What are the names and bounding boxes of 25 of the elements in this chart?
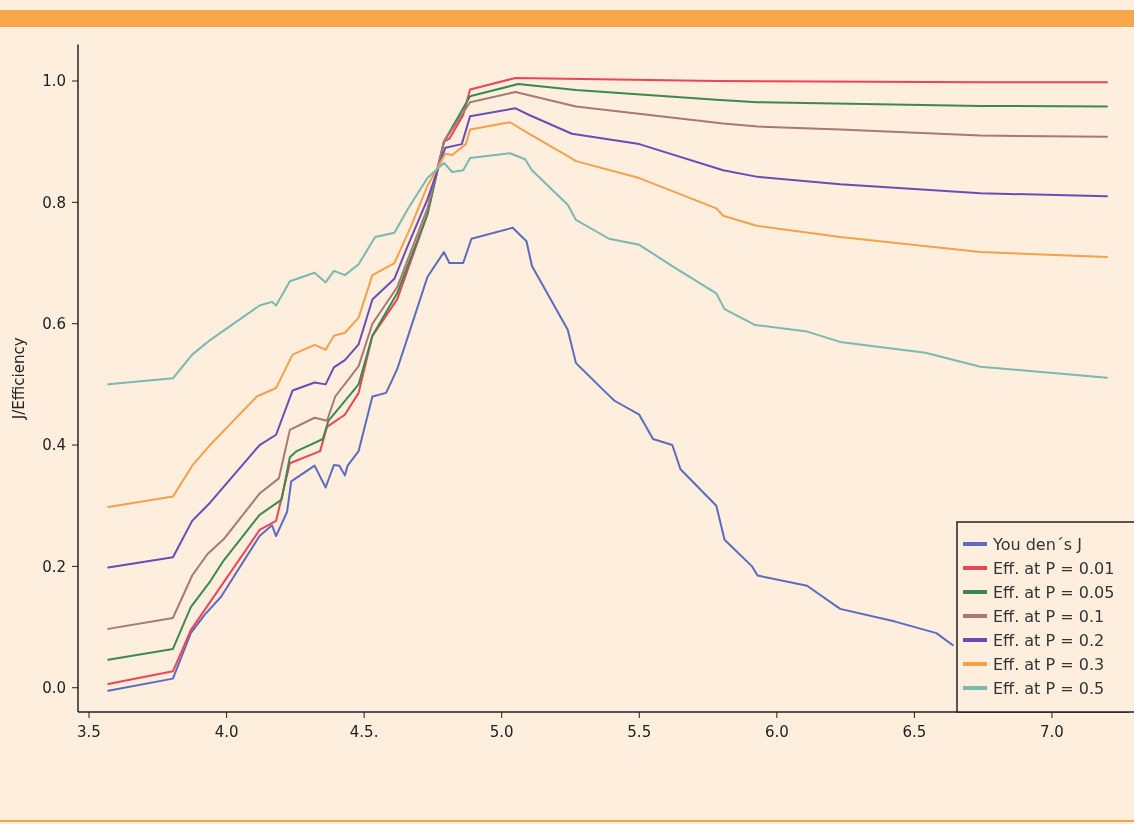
legend-label: Eff. at P = 0.05 xyxy=(993,582,1115,602)
y-tick-label: 0.8 xyxy=(42,193,66,212)
legend-label: Eff. at P = 0.5 xyxy=(993,678,1105,698)
x-tick-label: 7.0 xyxy=(1040,723,1064,741)
x-tick-label: 6.5 xyxy=(902,723,927,741)
legend-label: Eff. at P = 0.2 xyxy=(993,630,1105,650)
x-tick-label: 4.0 xyxy=(214,723,239,741)
legend-label: Eff. at P = 0.1 xyxy=(993,606,1105,626)
y-tick-label: 1.0 xyxy=(42,72,66,91)
line-series xyxy=(107,121,1108,508)
y-axis-title: J/Efficiency xyxy=(10,337,28,421)
line-series xyxy=(107,152,1108,386)
x-tick-label: 5.0 xyxy=(489,723,514,741)
y-tick-label: 0.6 xyxy=(42,314,66,333)
x-tick-label: 5.5 xyxy=(627,723,652,741)
x-tick-label: 3.5 xyxy=(77,723,101,741)
line-series xyxy=(107,226,954,692)
x-tick-label: 4.5. xyxy=(349,723,379,741)
y-tick-label: 0.2 xyxy=(42,557,66,576)
y-tick-label: 0.0 xyxy=(42,678,66,697)
x-tick-label: 6.0 xyxy=(764,723,789,741)
y-tick-label: 0.4 xyxy=(42,436,66,455)
legend-label: You den´s J xyxy=(992,534,1082,554)
legend-label: Eff. at P = 0.01 xyxy=(993,558,1115,578)
legend-label: Eff. at P = 0.3 xyxy=(993,654,1105,674)
